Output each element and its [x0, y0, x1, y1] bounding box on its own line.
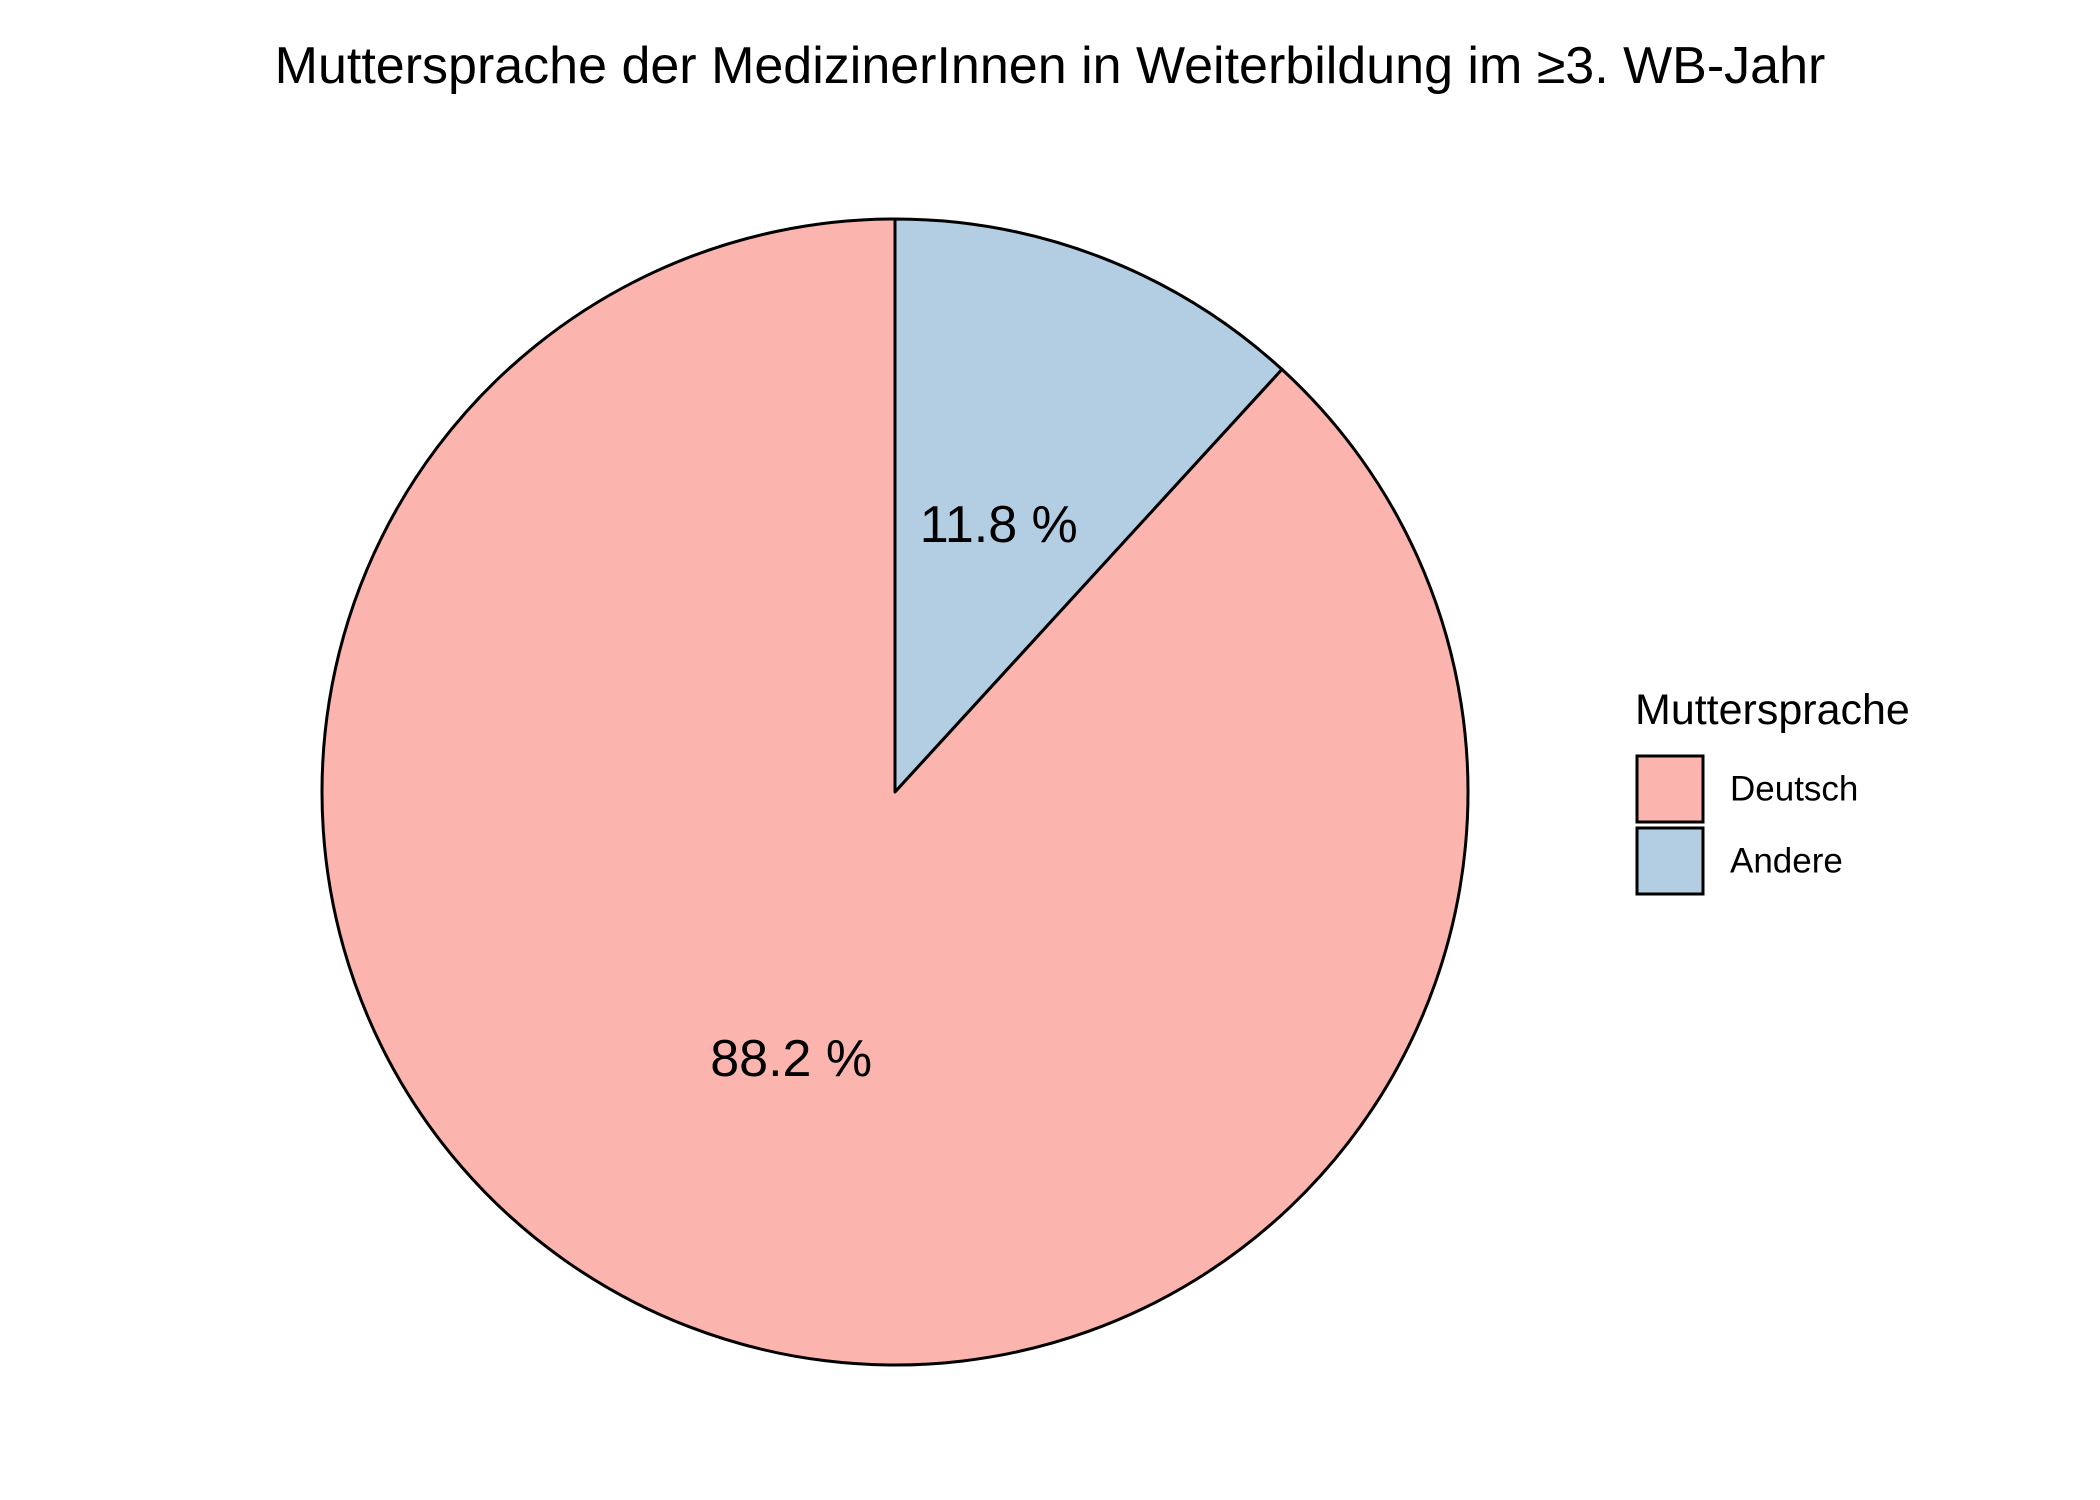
legend-label-deutsch: Deutsch	[1730, 770, 1858, 809]
chart-title: Muttersprache der MedizinerInnen in Weit…	[275, 37, 1826, 95]
legend: Muttersprache Deutsch Andere	[1635, 686, 1910, 896]
pie-slice-andere	[893, 217, 1284, 794]
pie-slices	[320, 217, 1470, 1367]
legend-label-andere: Andere	[1730, 842, 1843, 881]
slice-label-deutsch: 88.2 %	[710, 1030, 872, 1088]
pie-slice-deutsch	[320, 217, 1470, 1367]
pie-slice-labels: 11.8 % 88.2 %	[710, 496, 1078, 1088]
legend-title: Muttersprache	[1635, 686, 1910, 734]
legend-items: Deutsch Andere	[1635, 754, 1858, 896]
legend-key-deutsch	[1635, 754, 1705, 824]
legend-key-andere	[1635, 826, 1705, 896]
slice-label-andere: 11.8 %	[920, 496, 1078, 554]
